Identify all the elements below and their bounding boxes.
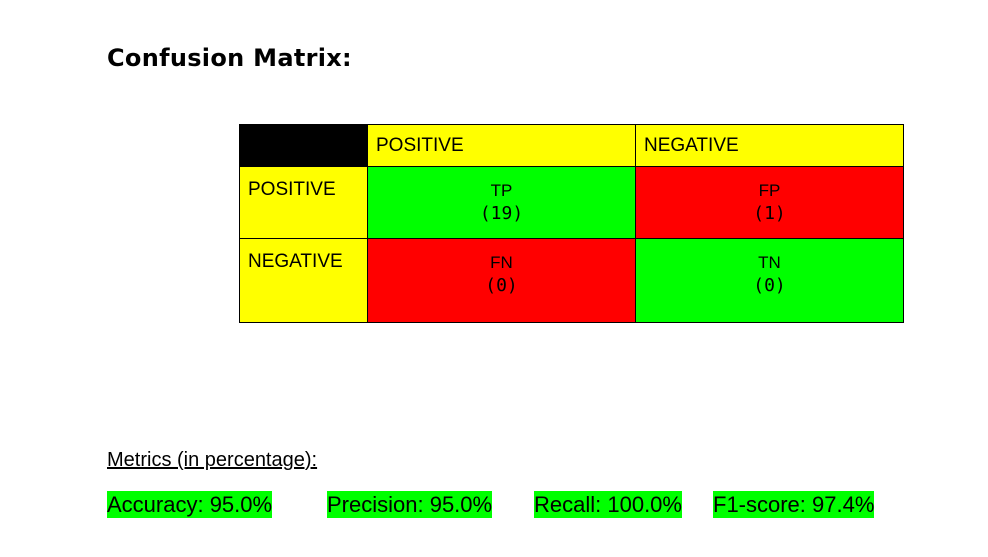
f1-score-metric: F1-score: 97.4%	[713, 491, 875, 518]
cell-count: (19)	[479, 203, 524, 224]
row-header-negative: NEGATIVE	[239, 238, 368, 323]
page-title: Confusion Matrix:	[107, 44, 352, 72]
matrix-row-positive: POSITIVE TP (19) FP (1)	[239, 166, 904, 239]
metrics-title: Metrics (in percentage):	[107, 449, 318, 471]
matrix-row-negative: NEGATIVE FN (0) TN (0)	[239, 238, 904, 323]
matrix-corner-cell	[239, 124, 368, 167]
recall-metric: Recall: 100.0%	[534, 491, 682, 518]
cell-label: TN	[758, 253, 781, 272]
column-header-positive: POSITIVE	[367, 124, 636, 167]
row-header-positive: POSITIVE	[239, 166, 368, 239]
true-negative-cell: TN (0)	[635, 238, 904, 323]
confusion-matrix-table: POSITIVE NEGATIVE POSITIVE TP (19) FP (1…	[239, 124, 904, 323]
cell-count: (0)	[485, 275, 518, 296]
cell-count: (1)	[753, 203, 786, 224]
false-negative-cell: FN (0)	[367, 238, 636, 323]
cell-label: FP	[758, 181, 781, 200]
matrix-header-row: POSITIVE NEGATIVE	[239, 124, 904, 167]
accuracy-metric: Accuracy: 95.0%	[107, 491, 273, 518]
cell-label: TP	[490, 181, 513, 200]
false-positive-cell: FP (1)	[635, 166, 904, 239]
precision-metric: Precision: 95.0%	[327, 491, 493, 518]
column-header-negative: NEGATIVE	[635, 124, 904, 167]
cell-count: (0)	[753, 275, 786, 296]
true-positive-cell: TP (19)	[367, 166, 636, 239]
cell-label: FN	[490, 253, 513, 272]
